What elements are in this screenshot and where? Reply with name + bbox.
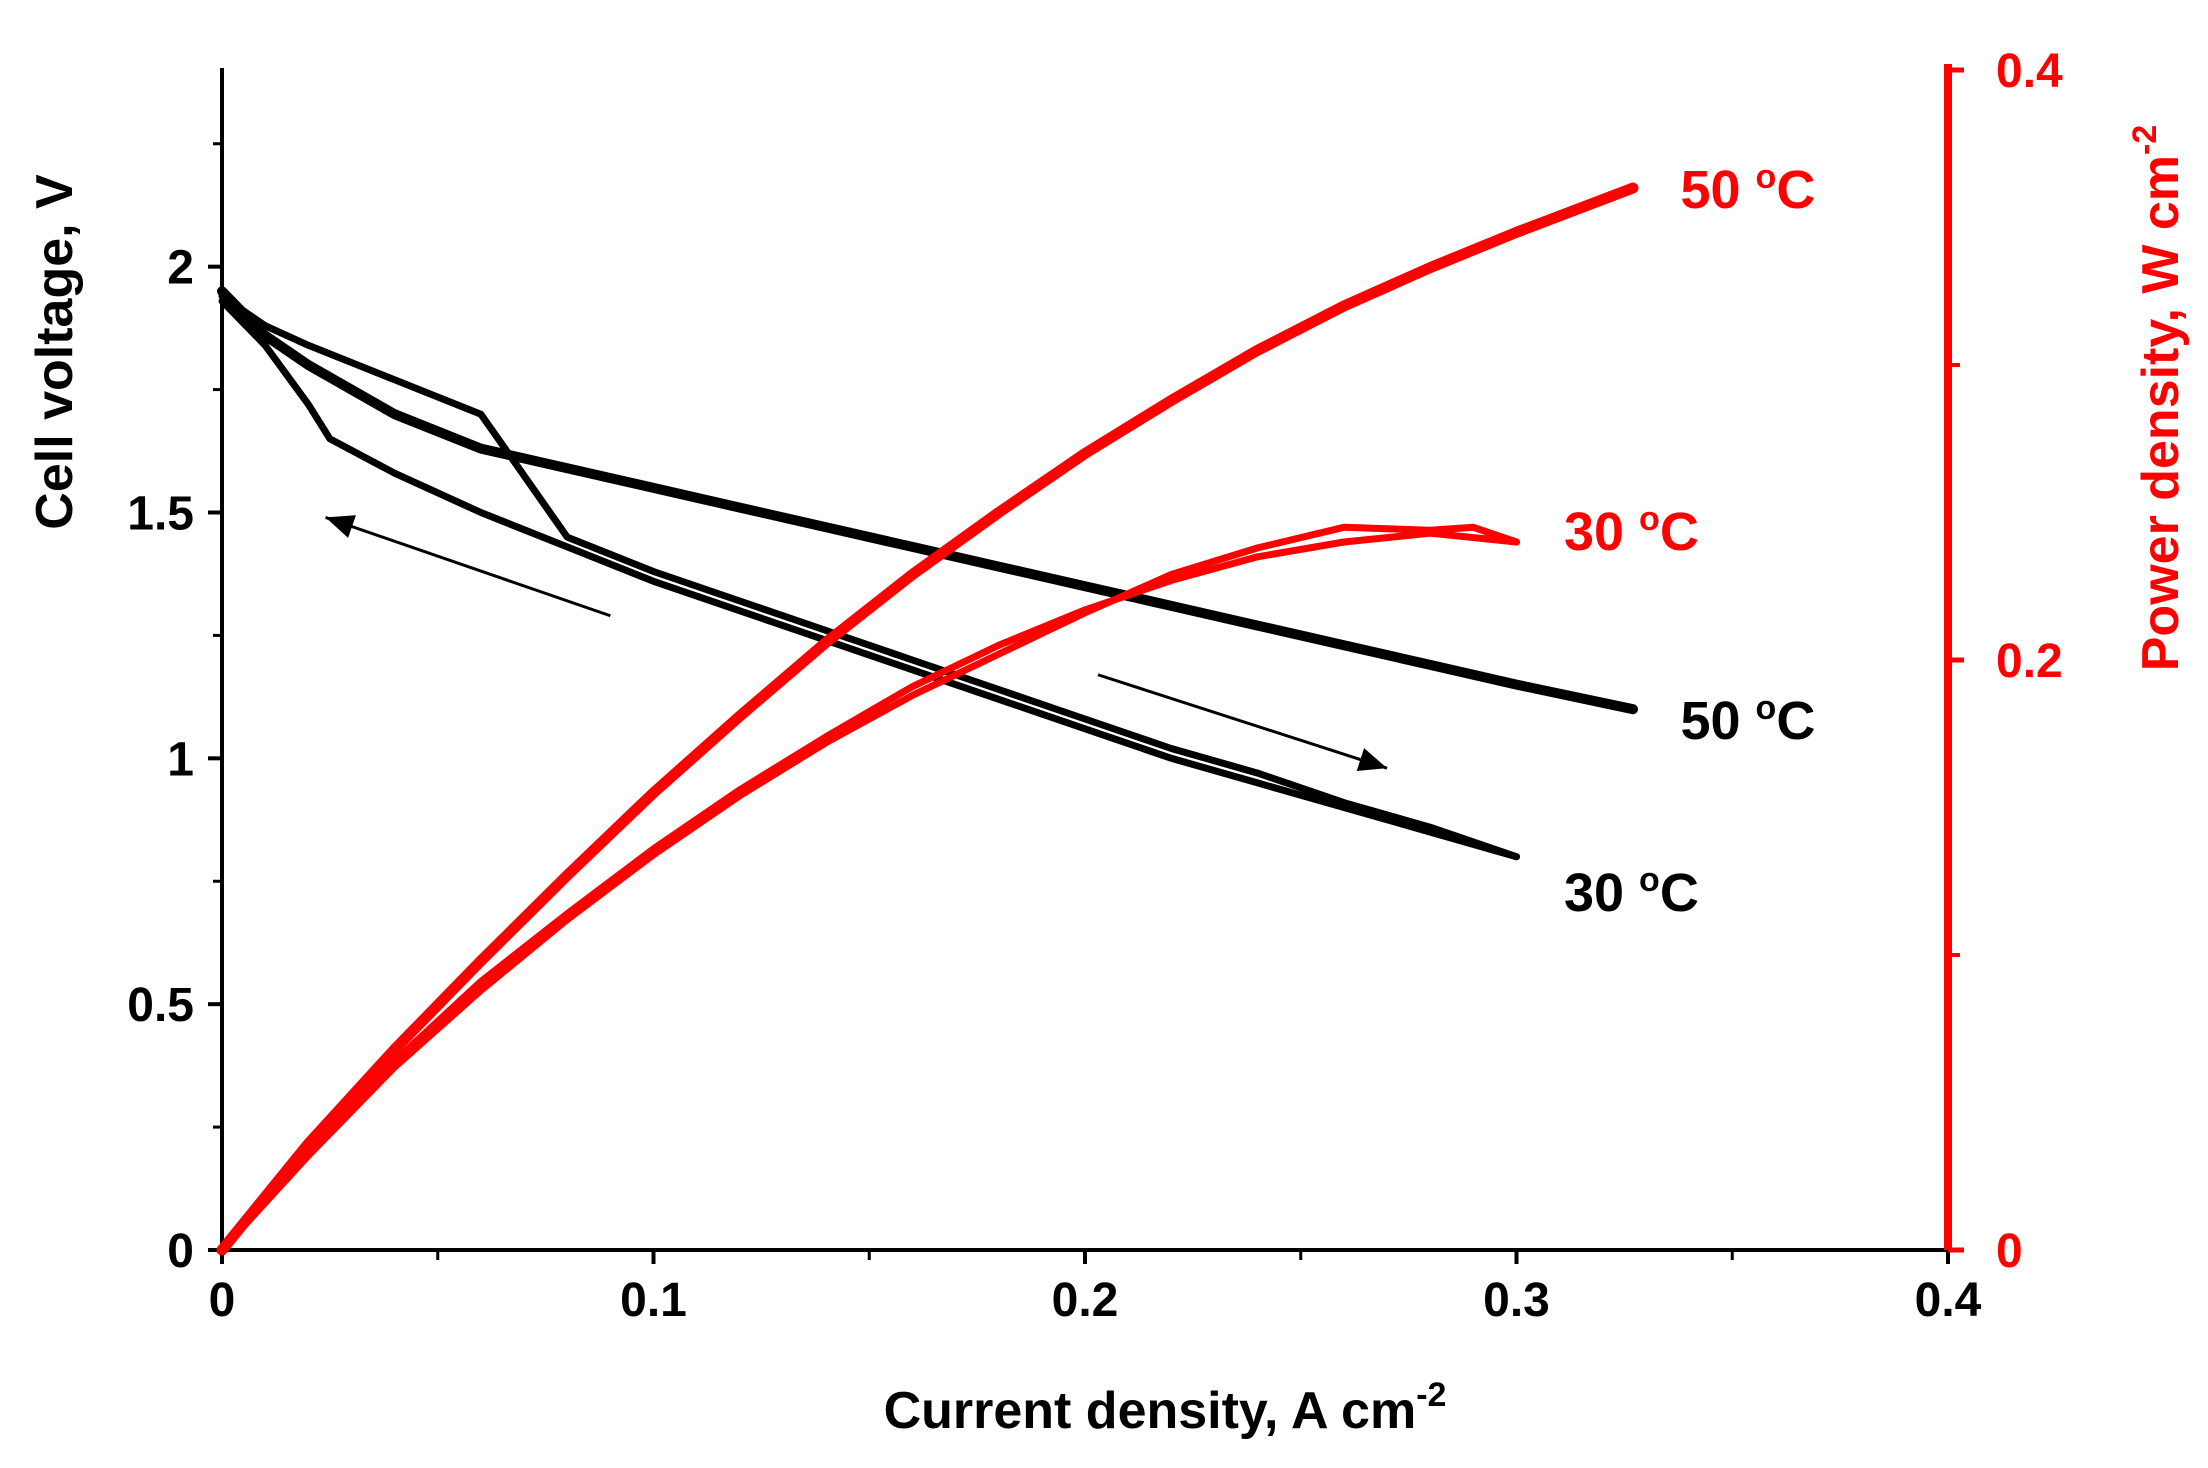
x-tick-label: 0.4 — [1915, 1274, 1982, 1327]
x-tick-label: 0.1 — [620, 1274, 687, 1327]
y-right-tick-label: 0 — [1996, 1225, 2023, 1278]
y-left-tick-label: 0.5 — [127, 979, 194, 1032]
x-tick-label: 0 — [209, 1274, 236, 1327]
label-layer: 50 oC 30 oC 50 oC 30 oC — [1564, 158, 1815, 923]
y-left-tick-label: 1.5 — [127, 488, 194, 541]
y-left-tick-label: 2 — [167, 242, 194, 295]
series-line — [218, 523, 1520, 1254]
series-label: 30 oC — [1564, 500, 1699, 562]
y-right-tick-label: 0.2 — [1996, 635, 2063, 688]
series-line — [216, 182, 1639, 1256]
series-label: 50 oC — [1680, 158, 1815, 220]
x-tick-label: 0.3 — [1483, 1274, 1550, 1327]
y-left-tick-label: 1 — [167, 733, 194, 786]
series-line — [218, 529, 1520, 1254]
direction-arrow — [325, 515, 611, 618]
x-axis-title: Current density, A cm-2 — [884, 1376, 1447, 1440]
series-line — [217, 286, 1638, 715]
y-axis-left-title: Cell voltage, V — [26, 174, 84, 530]
arrow-head — [325, 515, 356, 538]
series-label: 50 oC — [1680, 689, 1815, 751]
series-layer — [216, 182, 1639, 1256]
arrow-head — [1356, 748, 1388, 771]
y-axis-right-title: Power density, W cm-2 — [2126, 125, 2190, 672]
arrow-layer — [325, 515, 1388, 771]
direction-arrow — [1097, 673, 1388, 770]
x-tick-label: 0.2 — [1052, 1274, 1119, 1327]
y-right-tick-label: 0.4 — [1996, 45, 2063, 98]
y-left-tick-label: 0 — [167, 1225, 194, 1278]
axes-layer — [220, 64, 1952, 1252]
series-line — [218, 292, 1520, 861]
ticks-layer: 0 0.1 0.2 0.3 0.4 0 0.5 1 1.5 2 0 0.2 0.4 — [127, 45, 2063, 1327]
series-line — [218, 297, 1520, 861]
series-label: 30 oC — [1564, 861, 1699, 923]
